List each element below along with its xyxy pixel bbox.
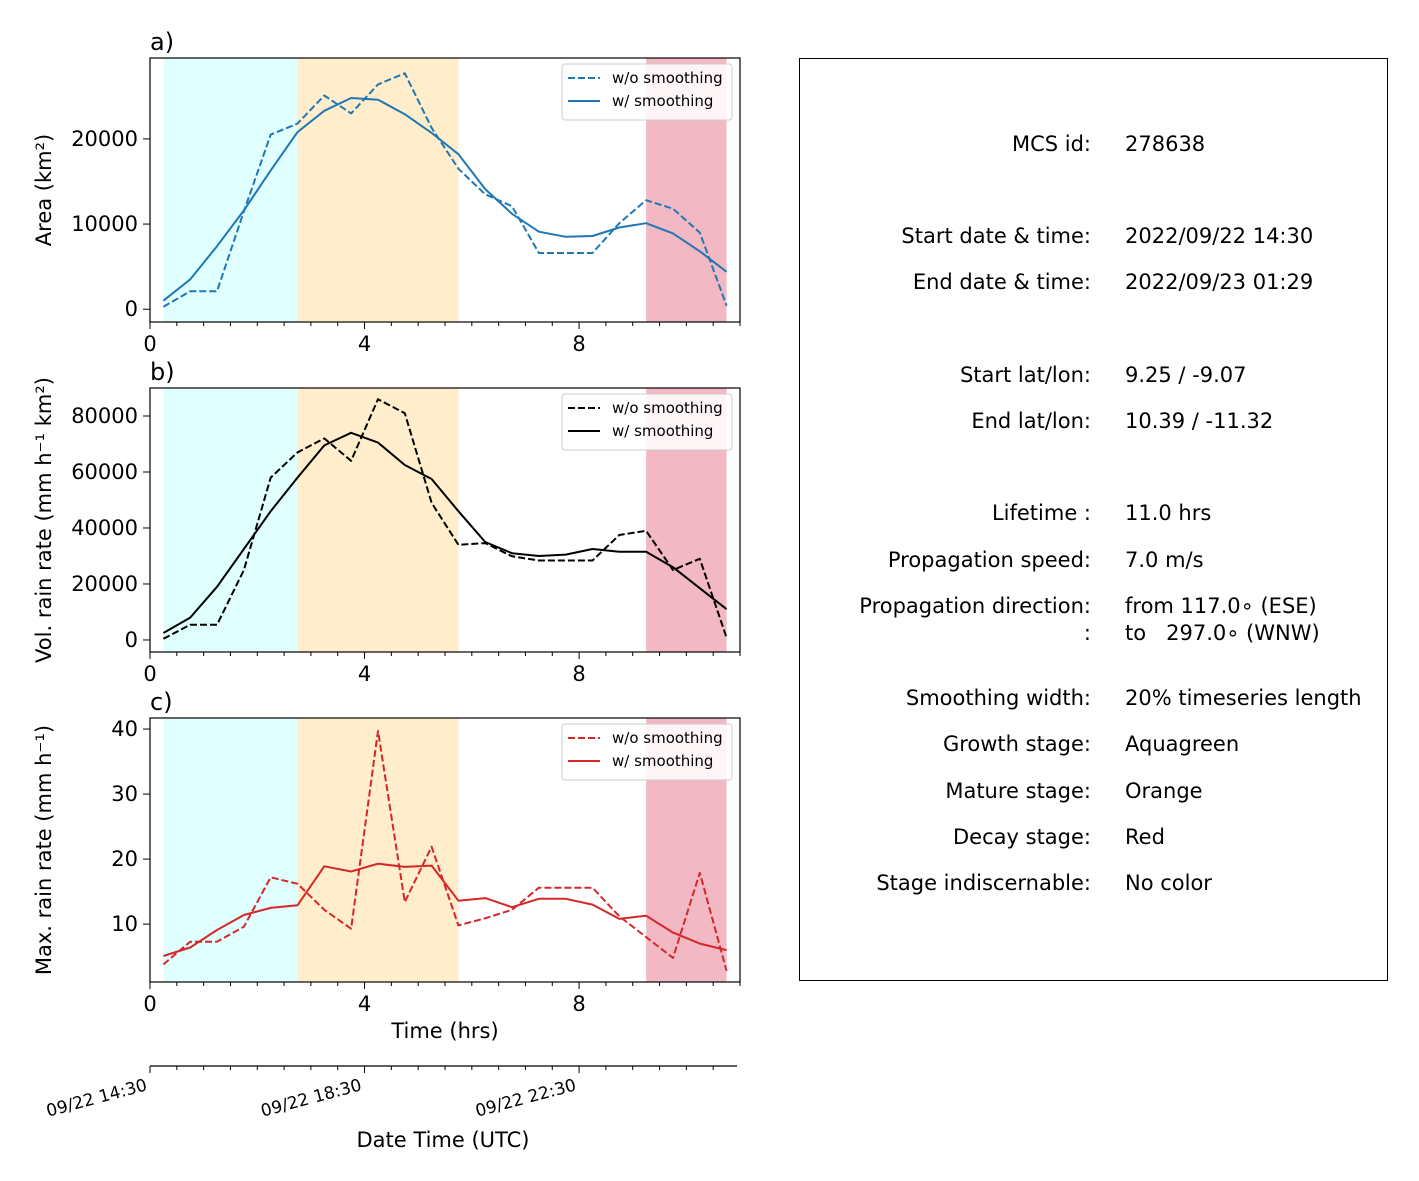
y-tick-label: 40000 bbox=[71, 516, 138, 540]
legend-box bbox=[561, 393, 733, 451]
info-value: No color bbox=[1125, 871, 1212, 895]
legend-label: w/ smoothing bbox=[612, 92, 713, 110]
y-tick-label: 30 bbox=[111, 782, 138, 806]
x-tick-label: 0 bbox=[143, 992, 156, 1016]
panel-label: c) bbox=[150, 688, 173, 716]
x-tick-label: 0 bbox=[143, 662, 156, 686]
chart-panel-3: 0 4 8 10 20 30 40 Max. rain rate (mm h⁻¹) c) Time… bbox=[32, 688, 741, 1043]
legend-label: w/o smoothing bbox=[612, 399, 723, 417]
x-tick-label: 0 bbox=[143, 332, 156, 356]
info-label: Mature stage: bbox=[945, 779, 1091, 803]
series-line-smoothed bbox=[162, 431, 728, 634]
x-tick-label: 4 bbox=[358, 662, 371, 686]
info-label: Start lat/lon: bbox=[959, 363, 1091, 387]
date-tick-label: 09/22 22:30 bbox=[473, 1076, 578, 1122]
y-tick-label: 10000 bbox=[71, 212, 138, 236]
y-axis-label: Area (km²) bbox=[32, 134, 56, 246]
legend-label: w/o smoothing bbox=[612, 729, 723, 747]
info-value: 2022/09/22 14:30 bbox=[1125, 224, 1314, 248]
legend-label: w/ smoothing bbox=[612, 422, 713, 440]
panel-label: a) bbox=[150, 28, 174, 56]
info-value: 10.39 / -11.32 bbox=[1125, 409, 1274, 433]
stage-span-growth-stage bbox=[163, 388, 298, 652]
y-tick-label: 20 bbox=[111, 847, 138, 871]
x-tick-label: 8 bbox=[572, 992, 585, 1016]
info-value: to 297.0∘ (WNW) bbox=[1125, 621, 1320, 645]
y-tick-label: 10 bbox=[111, 912, 138, 936]
info-label: End lat/lon: bbox=[971, 409, 1091, 433]
y-tick-label: 20000 bbox=[71, 572, 138, 596]
info-value: 278638 bbox=[1125, 132, 1206, 156]
legend-box bbox=[561, 723, 733, 781]
stage-span-growth-stage bbox=[163, 58, 298, 322]
y-tick-label: 40 bbox=[111, 717, 138, 741]
y-tick-label: 60000 bbox=[71, 460, 138, 484]
x-tick-label: 4 bbox=[358, 332, 371, 356]
series-line-smoothed bbox=[162, 97, 728, 302]
info-value: Orange bbox=[1125, 779, 1203, 803]
date-tick-label: 09/22 18:30 bbox=[259, 1076, 364, 1122]
stage-span-mature-stage bbox=[297, 718, 459, 982]
info-value: 20% timeseries length bbox=[1125, 686, 1362, 710]
date-tick-label: 09/22 14:30 bbox=[44, 1076, 149, 1122]
date-axis: 09/22 14:30 09/22 18:30 09/22 22:30 Date Ti… bbox=[44, 1065, 737, 1152]
y-tick-label: 0 bbox=[125, 628, 138, 652]
date-axis-label: Date Time (UTC) bbox=[357, 1128, 530, 1152]
y-tick-label: 0 bbox=[125, 297, 138, 321]
info-label: Growth stage: bbox=[942, 732, 1091, 756]
panel-label: b) bbox=[150, 358, 175, 386]
info-label: End date & time: bbox=[912, 270, 1091, 294]
info-label: Propagation direction: bbox=[859, 594, 1091, 618]
y-axis-label: Max. rain rate (mm h⁻¹) bbox=[32, 725, 56, 975]
y-tick-label: 80000 bbox=[71, 404, 138, 428]
x-tick-label: 8 bbox=[572, 662, 585, 686]
info-label: Stage indiscernable: bbox=[876, 871, 1091, 895]
legend-box bbox=[561, 63, 733, 121]
chart-panel-1: 0 4 8 0 10000 20000 Area (km²) a) w/o smoothing w… bbox=[32, 28, 741, 356]
info-value: 9.25 / -9.07 bbox=[1125, 363, 1247, 387]
info-value: Aquagreen bbox=[1125, 732, 1240, 756]
info-value: Red bbox=[1125, 825, 1165, 849]
info-label: Smoothing width: bbox=[905, 686, 1091, 710]
x-tick-label: 4 bbox=[358, 992, 371, 1016]
x-tick-label: 8 bbox=[572, 332, 585, 356]
y-axis-label: Vol. rain rate (mm h⁻¹ km²) bbox=[32, 377, 56, 663]
info-label: : bbox=[1083, 621, 1091, 645]
info-value: 11.0 hrs bbox=[1125, 501, 1212, 525]
info-value: from 117.0∘ (ESE) bbox=[1125, 594, 1317, 618]
y-tick-label: 20000 bbox=[71, 127, 138, 151]
series-line-raw bbox=[162, 72, 728, 308]
info-value: 7.0 m/s bbox=[1125, 548, 1204, 572]
legend-label: w/o smoothing bbox=[612, 69, 723, 87]
x-axis-label: Time (hrs) bbox=[390, 1019, 498, 1043]
info-value: 2022/09/23 01:29 bbox=[1125, 270, 1314, 294]
stage-span-mature-stage bbox=[297, 58, 459, 322]
info-label: Decay stage: bbox=[953, 825, 1091, 849]
chart-panel-2: 0 4 8 0 20000 40000 60000 80000 Vol. rain rate (… bbox=[32, 358, 741, 686]
series-line-smoothed bbox=[163, 862, 727, 957]
series-line-raw bbox=[162, 398, 728, 640]
legend-label: w/ smoothing bbox=[612, 752, 713, 770]
info-label: Lifetime : bbox=[991, 501, 1091, 525]
stage-span-mature-stage bbox=[297, 388, 459, 652]
series-line-raw bbox=[162, 730, 728, 972]
stage-span-growth-stage bbox=[163, 718, 298, 982]
mcs-info-panel: MCS id: 278638 Start date & time: 2022/0… bbox=[799, 58, 1388, 981]
info-label: Propagation speed: bbox=[887, 548, 1091, 572]
info-label: MCS id: bbox=[1011, 132, 1091, 156]
info-label: Start date & time: bbox=[901, 224, 1091, 248]
